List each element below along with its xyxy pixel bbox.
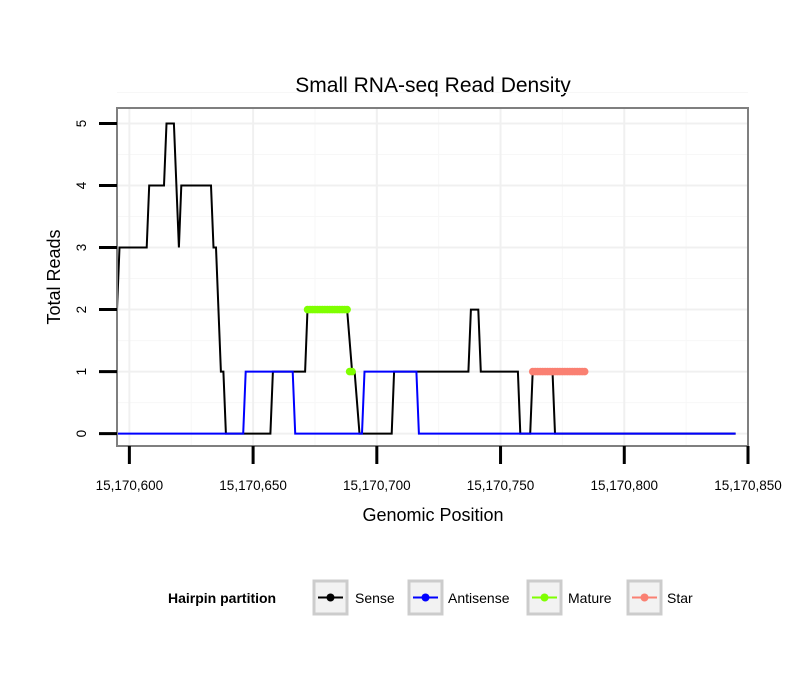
legend-label-star: Star [667,590,693,606]
y-tick-label: 3 [74,244,89,252]
legend-swatch-point-sense [326,593,335,602]
plot-border [116,107,749,447]
y-axis-title: Total Reads [44,229,64,324]
plot-panel [117,108,748,446]
legend-swatch-point-antisense [421,593,430,602]
legend-title: Hairpin partition [168,590,276,606]
x-tick-label: 15,170,750 [467,478,535,493]
series-layer [116,122,736,435]
x-tick-label: 15,170,650 [219,478,287,493]
mature-data-point [348,367,356,376]
x-tick-label: 15,170,700 [343,478,411,493]
mature-data-point [343,305,351,314]
x-tick-label: 15,170,800 [590,478,658,493]
star-data-point [580,367,589,376]
y-tick-label: 0 [74,430,89,438]
antisense-series-line [117,370,736,435]
legend: Hairpin partition Sense Antisense Mature St… [168,579,693,616]
legend-label-antisense: Antisense [448,590,510,606]
legend-swatch-point-mature [540,593,549,602]
y-tick-label: 2 [74,306,89,314]
y-tick-label: 4 [74,181,89,189]
y-tick-label: 5 [74,120,89,128]
legend-label-mature: Mature [568,590,612,606]
y-axis: 0 1 2 3 4 5 [74,120,117,438]
legend-label-sense: Sense [355,590,395,606]
chart-title: Small RNA-seq Read Density [295,74,571,97]
grid [117,91,749,446]
x-axis: 15,170,600 15,170,650 15,170,700 15,170,750… [96,446,782,493]
x-axis-title: Genomic Position [362,505,503,525]
x-tick-label: 15,170,850 [714,478,782,493]
y-tick-label: 1 [74,368,89,376]
legend-swatch-point-star [640,593,649,602]
x-tick-label: 15,170,600 [96,478,164,493]
